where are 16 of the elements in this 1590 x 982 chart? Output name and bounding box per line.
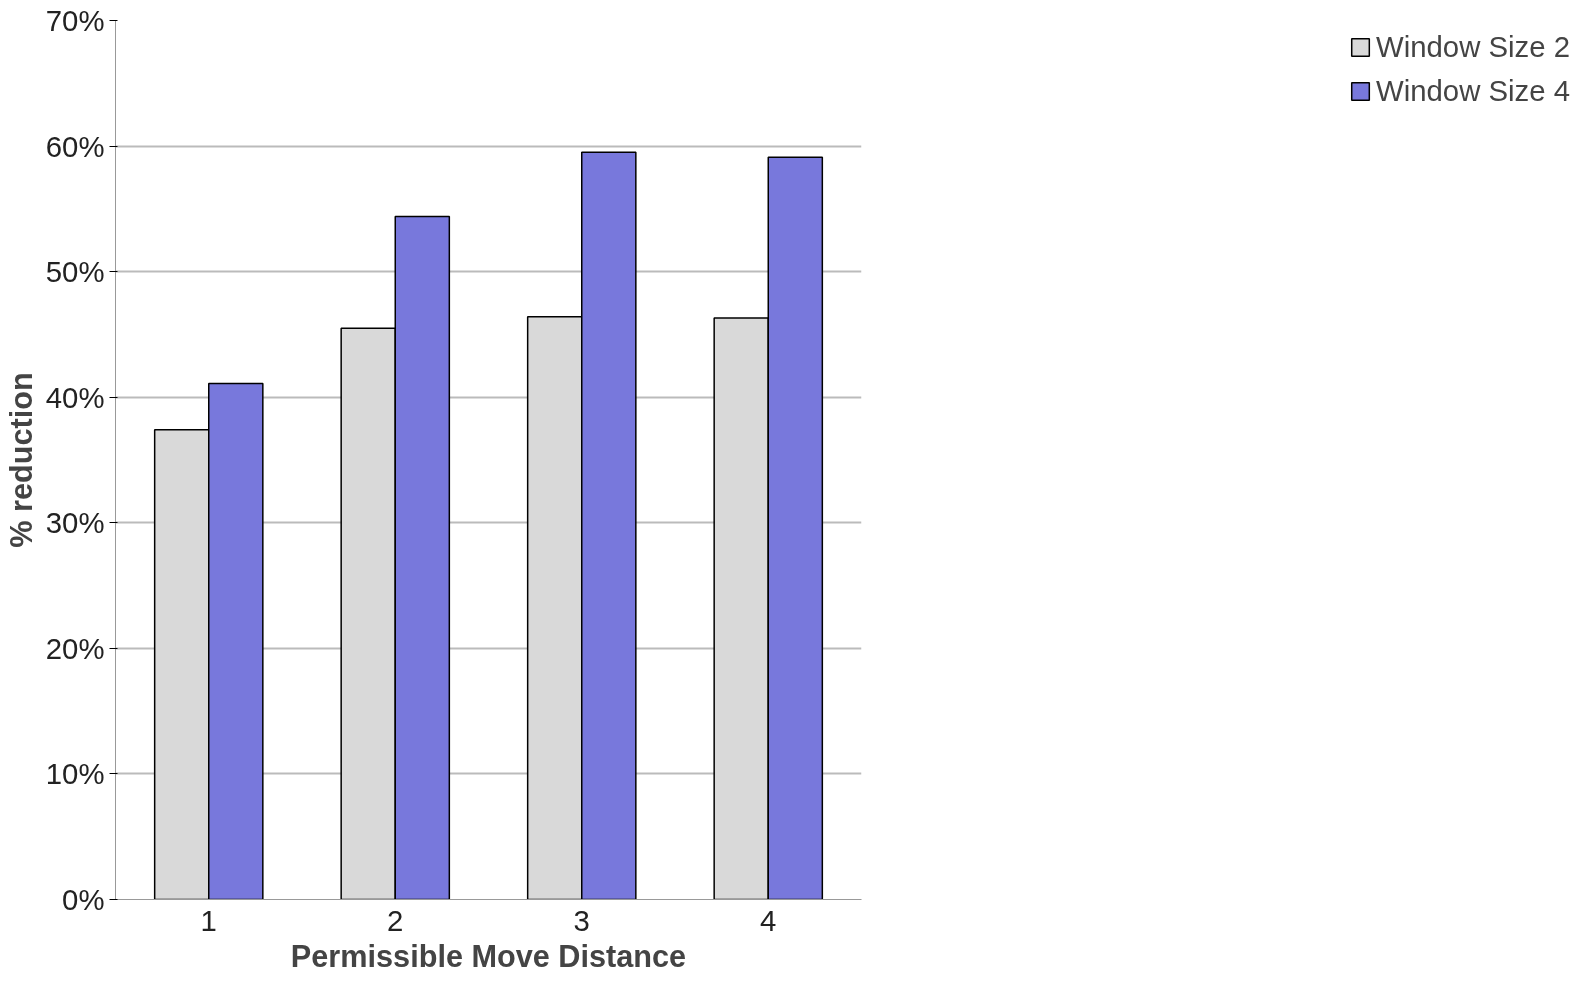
y-tick-label: 70%: [45, 4, 105, 37]
legend-label: Window Size 4: [1376, 74, 1570, 108]
y-tick-label: 50%: [45, 255, 105, 289]
y-axis-title: % reduction: [3, 372, 38, 548]
x-tick-label: 3: [573, 903, 590, 937]
legend-label: Window Size 2: [1376, 30, 1570, 64]
y-tick-label: 40%: [45, 380, 105, 414]
y-tick-label: 20%: [45, 631, 105, 665]
y-tick-label: 30%: [45, 506, 105, 540]
y-tick-label: 10%: [45, 757, 105, 791]
x-axis-title: Permissible Move Distance: [290, 938, 687, 973]
x-tick-label: 4: [760, 903, 777, 937]
y-tick-label: 60%: [45, 129, 105, 163]
x-tick-label: 2: [387, 903, 404, 937]
x-tick-label: 1: [200, 903, 217, 937]
y-tick-label: 0%: [62, 883, 105, 916]
